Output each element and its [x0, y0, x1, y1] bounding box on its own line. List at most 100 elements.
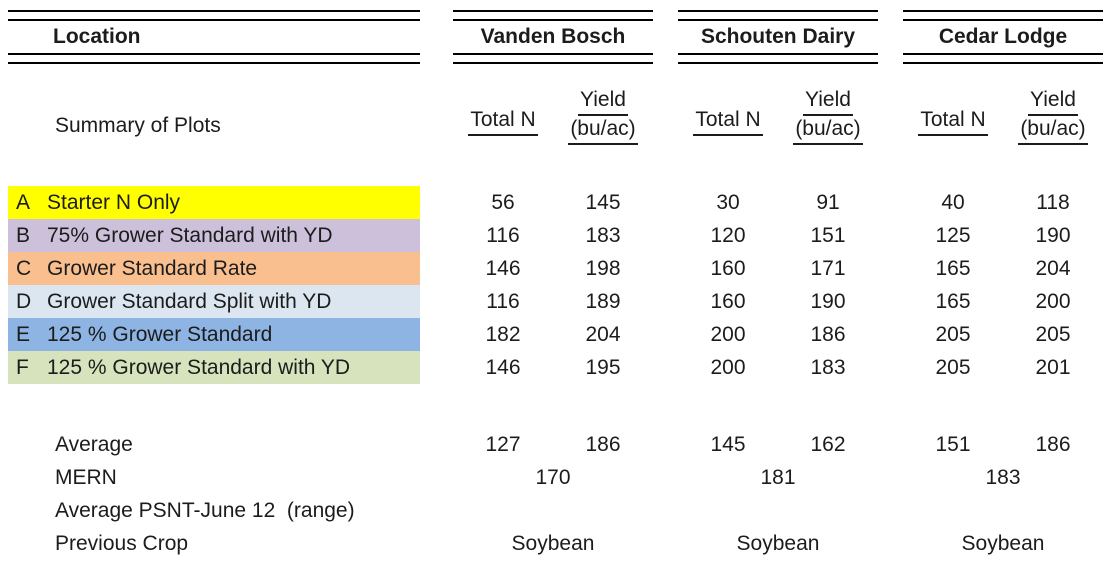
- treatment-letter: A: [16, 190, 31, 214]
- double-rule: [903, 10, 1103, 21]
- treatment-letter: F: [16, 355, 29, 379]
- mern-value: 183: [985, 465, 1021, 489]
- total-n-header-schouten-dairy: Total N: [678, 108, 778, 136]
- total-n-header-text: Total N: [693, 108, 763, 136]
- value-cell: 146: [485, 256, 521, 280]
- value-cell: 127: [485, 432, 521, 456]
- value-cell: 56: [491, 190, 515, 214]
- treatment-row-c: C Grower Standard Rate 146 198 160 171 1…: [0, 252, 1110, 285]
- treatment-name: 125 % Grower Standard with YD: [47, 355, 351, 379]
- value-cell: 205: [1035, 322, 1071, 346]
- yield-header-vanden-bosch: Yield (bu/ac): [553, 88, 653, 146]
- value-cell: 165: [935, 256, 971, 280]
- treatment-letter: B: [16, 223, 31, 247]
- yield-unit-text: (bu/ac): [793, 117, 863, 145]
- psnt-label: Average PSNT-June 12 (range): [55, 498, 355, 522]
- summary-of-plots-label: Summary of Plots: [55, 114, 221, 137]
- value-cell: 160: [710, 289, 746, 313]
- location-header-block: Location: [8, 10, 420, 64]
- value-cell: 120: [710, 223, 746, 247]
- location-header-vanden-bosch: Vanden Bosch: [453, 10, 653, 64]
- total-n-header-text: Total N: [918, 108, 988, 136]
- double-rule: [678, 10, 878, 21]
- total-n-header-cedar-lodge: Total N: [903, 108, 1003, 136]
- value-cell: 125: [935, 223, 971, 247]
- yield-header-schouten-dairy: Yield (bu/ac): [778, 88, 878, 146]
- treatment-label: C Grower Standard Rate: [8, 252, 420, 285]
- value-cell: 162: [810, 432, 846, 456]
- summary-section: Average 127 186 145 162 151 186 MERN 170…: [0, 428, 1110, 560]
- location-header-label: Location: [53, 25, 141, 48]
- location-name: Vanden Bosch: [480, 25, 626, 48]
- previous-crop-value: Soybean: [736, 531, 820, 555]
- value-cell: 204: [585, 322, 621, 346]
- treatment-name: 125 % Grower Standard: [47, 322, 273, 346]
- treatment-label: E 125 % Grower Standard: [8, 318, 420, 351]
- treatment-name: Starter N Only: [47, 190, 181, 214]
- yield-header-cedar-lodge: Yield (bu/ac): [1003, 88, 1103, 146]
- double-rule: [903, 53, 1103, 64]
- value-cell: 205: [935, 322, 971, 346]
- double-rule: [678, 53, 878, 64]
- column-header-row: Summary of Plots Total N Yield (bu/ac) T…: [0, 86, 1110, 146]
- value-cell: 40: [941, 190, 965, 214]
- total-n-header-vanden-bosch: Total N: [453, 108, 553, 136]
- yield-unit-text: (bu/ac): [1018, 117, 1088, 145]
- treatment-letter: D: [16, 289, 32, 313]
- treatment-row-e: E 125 % Grower Standard 182 204 200 186 …: [0, 318, 1110, 351]
- value-cell: 201: [1035, 355, 1071, 379]
- value-cell: 146: [485, 355, 521, 379]
- mern-value: 170: [535, 465, 571, 489]
- value-cell: 186: [585, 432, 621, 456]
- location-name: Cedar Lodge: [938, 25, 1068, 48]
- header-row: Location Vanden Bosch Schouten Dairy Ced…: [0, 10, 1110, 64]
- previous-crop-value: Soybean: [961, 531, 1045, 555]
- value-cell: 190: [810, 289, 846, 313]
- value-cell: 186: [1035, 432, 1071, 456]
- value-cell: 171: [810, 256, 846, 280]
- value-cell: 116: [486, 223, 520, 247]
- treatment-name: Grower Standard Split with YD: [47, 289, 332, 313]
- value-cell: 145: [710, 432, 746, 456]
- value-cell: 165: [935, 289, 971, 313]
- psnt-row: Average PSNT-June 12 (range): [0, 494, 1110, 527]
- yield-header-text: Yield: [578, 88, 628, 116]
- value-cell: 205: [935, 355, 971, 379]
- yield-header-text: Yield: [1028, 88, 1078, 116]
- average-row: Average 127 186 145 162 151 186: [0, 428, 1110, 461]
- average-label: Average: [55, 432, 133, 456]
- value-cell: 200: [710, 355, 746, 379]
- value-cell: 189: [585, 289, 621, 313]
- value-cell: 118: [1036, 190, 1070, 214]
- location-header-schouten-dairy: Schouten Dairy: [678, 10, 878, 64]
- treatment-label: B 75% Grower Standard with YD: [8, 219, 420, 252]
- value-cell: 91: [816, 190, 840, 214]
- value-cell: 190: [1035, 223, 1071, 247]
- mern-row: MERN 170 181 183: [0, 461, 1110, 494]
- treatment-row-a: A Starter N Only 56 145 30 91 40 118: [0, 186, 1110, 219]
- yield-unit-text: (bu/ac): [568, 117, 638, 145]
- treatment-row-d: D Grower Standard Split with YD 116 189 …: [0, 285, 1110, 318]
- value-cell: 198: [585, 256, 621, 280]
- treatment-rows: A Starter N Only 56 145 30 91 40 118 B 7…: [0, 186, 1110, 384]
- treatment-row-f: F 125 % Grower Standard with YD 146 195 …: [0, 351, 1110, 384]
- double-rule: [8, 53, 420, 64]
- treatment-label: A Starter N Only: [8, 186, 420, 219]
- mern-label: MERN: [55, 465, 117, 489]
- value-cell: 183: [585, 223, 621, 247]
- value-cell: 116: [486, 289, 520, 313]
- previous-crop-row: Previous Crop Soybean Soybean Soybean: [0, 527, 1110, 560]
- total-n-header-text: Total N: [468, 108, 538, 136]
- double-rule: [453, 53, 653, 64]
- value-cell: 160: [710, 256, 746, 280]
- treatment-label: F 125 % Grower Standard with YD: [8, 351, 420, 384]
- location-name: Schouten Dairy: [700, 25, 856, 48]
- value-cell: 204: [1035, 256, 1071, 280]
- value-cell: 30: [716, 190, 740, 214]
- treatment-name: Grower Standard Rate: [47, 256, 258, 280]
- value-cell: 151: [935, 432, 971, 456]
- treatment-letter: E: [16, 322, 31, 346]
- double-rule: [453, 10, 653, 21]
- mern-value: 181: [760, 465, 796, 489]
